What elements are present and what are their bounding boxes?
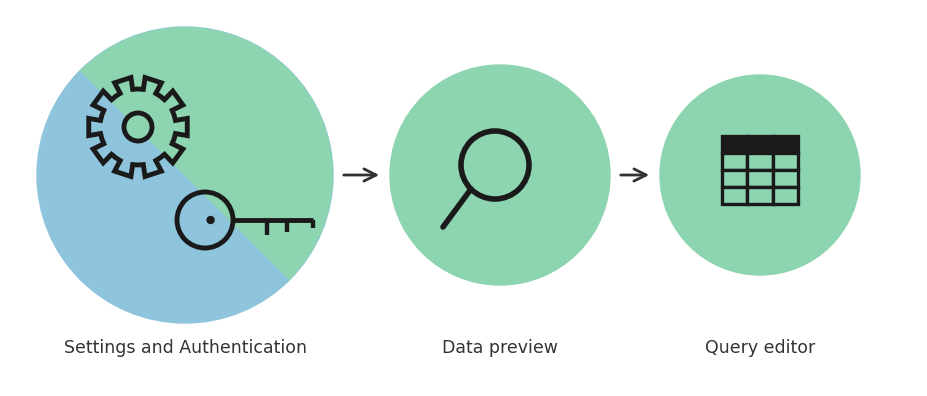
Bar (721, 136, 746, 153)
Bar (772, 187, 797, 204)
Text: Query editor: Query editor (705, 339, 814, 357)
Circle shape (124, 113, 152, 141)
Text: Settings and Authentication: Settings and Authentication (63, 339, 306, 357)
Bar (746, 170, 772, 187)
Bar (721, 170, 746, 187)
Bar (746, 153, 772, 170)
Bar (746, 136, 772, 153)
Circle shape (659, 75, 859, 275)
Text: Data preview: Data preview (441, 339, 557, 357)
Bar (721, 187, 746, 204)
Bar (721, 153, 746, 170)
Bar (772, 136, 797, 153)
Polygon shape (81, 27, 333, 280)
Bar (772, 153, 797, 170)
Bar (746, 187, 772, 204)
Circle shape (206, 216, 214, 224)
Bar (772, 170, 797, 187)
Circle shape (389, 65, 609, 285)
Circle shape (37, 27, 333, 323)
